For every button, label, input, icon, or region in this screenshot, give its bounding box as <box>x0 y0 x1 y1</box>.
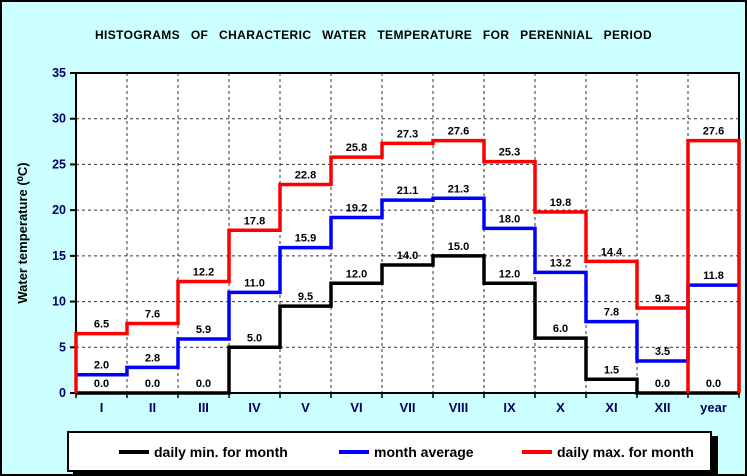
y-axis-tick-label: 30 <box>52 112 66 126</box>
x-axis-label: VII <box>400 400 416 415</box>
legend-label-month-average: month average <box>374 443 474 460</box>
data-label: 25.3 <box>499 147 520 159</box>
data-label: 0.0 <box>94 378 109 390</box>
series-line-month-average <box>76 196 739 377</box>
legend: daily min. for month month average daily… <box>67 431 712 472</box>
x-axis-label: IV <box>248 400 261 415</box>
data-label: 7.6 <box>145 309 160 321</box>
data-label: 18.0 <box>499 213 520 225</box>
y-axis-tick-label: 35 <box>52 66 66 80</box>
blue-line-sample-icon <box>339 449 369 454</box>
data-label: 12.0 <box>346 268 367 280</box>
data-label: 15.0 <box>448 241 469 253</box>
data-label: 19.8 <box>550 197 571 209</box>
data-label: 0.0 <box>706 378 721 390</box>
plot-area <box>76 73 739 393</box>
data-label: 11.8 <box>703 270 724 282</box>
y-axis-tick-label: 10 <box>52 295 66 309</box>
x-axis-label: VIII <box>449 400 469 415</box>
x-axis-label: I <box>100 400 104 415</box>
data-label: 21.1 <box>397 185 418 197</box>
data-label: 14.4 <box>601 246 623 258</box>
x-axis-label: VI <box>350 400 362 415</box>
x-axis-label: V <box>301 400 310 415</box>
legend-label-daily-min: daily min. for month <box>154 443 288 460</box>
y-axis-tick-label: 5 <box>59 340 66 354</box>
x-axis-label: year <box>700 400 727 415</box>
data-label: 9.5 <box>298 291 313 303</box>
series-line-daily-min-for-month <box>76 254 739 395</box>
data-label: 5.9 <box>196 324 211 336</box>
y-axis-tick-label: 20 <box>52 203 66 217</box>
x-axis-label: XI <box>605 400 617 415</box>
data-label: 3.5 <box>655 346 670 358</box>
y-axis-tick-label: 25 <box>52 157 66 171</box>
y-axis-tick-label: 0 <box>59 386 66 400</box>
black-line-sample-icon <box>119 449 149 454</box>
x-axis-label: X <box>556 400 565 415</box>
data-label: 14.0 <box>397 250 418 262</box>
chart-title: HISTOGRAMS OF CHARACTERIC WATER TEMPERAT… <box>94 28 653 42</box>
x-axis-label: IX <box>503 400 516 415</box>
data-label: 6.5 <box>94 319 109 331</box>
series-line-daily-max-for-month <box>74 138 741 393</box>
x-axis-label: III <box>198 400 209 415</box>
data-label: 7.8 <box>604 307 619 319</box>
data-label: 9.3 <box>655 293 670 305</box>
y-axis-tick-label: 15 <box>52 249 66 263</box>
data-label: 12.2 <box>193 266 214 278</box>
red-line-sample-icon <box>522 449 552 454</box>
legend-label-daily-max: daily max. for month <box>557 443 694 460</box>
data-label: 27.3 <box>397 128 418 140</box>
data-label: 15.9 <box>295 233 316 245</box>
data-label: 0.0 <box>655 378 670 390</box>
x-axis-label: II <box>149 400 156 415</box>
data-label: 19.2 <box>346 202 367 214</box>
data-label: 5.0 <box>247 332 262 344</box>
data-label: 27.6 <box>448 126 469 138</box>
data-label: 11.0 <box>244 277 265 289</box>
data-label: 0.0 <box>196 378 211 390</box>
data-label: 21.3 <box>448 183 469 195</box>
data-label: 12.0 <box>499 268 520 280</box>
data-label: 1.5 <box>604 364 619 376</box>
x-axis-label: XII <box>655 400 671 415</box>
data-label: 2.0 <box>94 360 109 372</box>
data-label: 2.8 <box>145 352 160 364</box>
legend-entry-daily-max: daily max. for month <box>522 433 694 470</box>
data-label: 17.8 <box>244 215 265 227</box>
data-label: 0.0 <box>145 378 160 390</box>
legend-entry-month-average: month average <box>339 433 474 470</box>
data-label: 6.0 <box>553 323 568 335</box>
data-label: 27.6 <box>703 126 724 138</box>
data-label: 13.2 <box>550 257 571 269</box>
data-label: 25.8 <box>346 142 367 154</box>
legend-entry-daily-min: daily min. for month <box>119 433 288 470</box>
data-label: 22.8 <box>295 170 316 182</box>
